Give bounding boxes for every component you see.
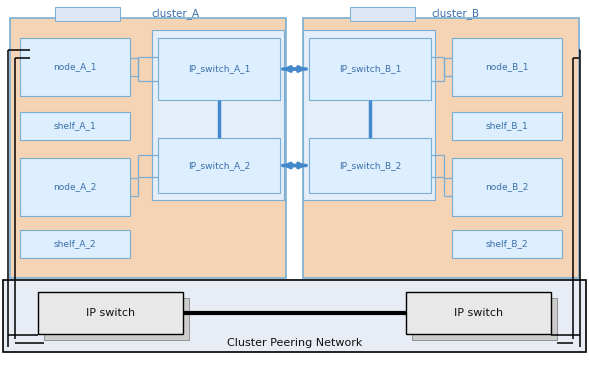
Text: shelf_B_2: shelf_B_2 — [486, 239, 528, 249]
Bar — [452, 112, 562, 140]
Bar — [452, 230, 562, 258]
Bar — [158, 138, 280, 193]
Bar — [20, 38, 130, 96]
Text: cluster_B: cluster_B — [431, 8, 479, 19]
Bar — [350, 7, 415, 21]
Text: shelf_A_1: shelf_A_1 — [54, 122, 97, 131]
Bar — [303, 18, 579, 278]
Bar — [20, 158, 130, 216]
Bar — [20, 112, 130, 140]
Bar — [20, 230, 130, 258]
Text: IP switch: IP switch — [86, 308, 135, 318]
Text: IP_switch_B_1: IP_switch_B_1 — [339, 65, 401, 73]
Text: IP switch: IP switch — [454, 308, 503, 318]
Text: IP_switch_A_2: IP_switch_A_2 — [188, 161, 250, 170]
Bar — [412, 298, 557, 340]
Text: node_A_1: node_A_1 — [53, 62, 97, 72]
Bar — [3, 280, 586, 352]
Bar — [44, 298, 189, 340]
Bar — [309, 138, 431, 193]
Text: node_A_2: node_A_2 — [54, 182, 97, 192]
Bar — [452, 38, 562, 96]
Bar — [38, 292, 183, 334]
Text: shelf_B_1: shelf_B_1 — [485, 122, 528, 131]
Text: cluster_A: cluster_A — [151, 8, 199, 19]
Text: shelf_A_2: shelf_A_2 — [54, 239, 97, 249]
Text: Cluster Peering Network: Cluster Peering Network — [227, 338, 362, 348]
Text: node_B_2: node_B_2 — [485, 182, 529, 192]
Bar — [55, 7, 120, 21]
Bar — [406, 292, 551, 334]
Text: IP_switch_A_1: IP_switch_A_1 — [188, 65, 250, 73]
Bar — [452, 158, 562, 216]
Bar — [152, 30, 284, 200]
Bar — [158, 38, 280, 100]
Bar — [303, 30, 435, 200]
Bar — [10, 18, 286, 278]
Text: node_B_1: node_B_1 — [485, 62, 529, 72]
Bar — [309, 38, 431, 100]
Text: IP_switch_B_2: IP_switch_B_2 — [339, 161, 401, 170]
